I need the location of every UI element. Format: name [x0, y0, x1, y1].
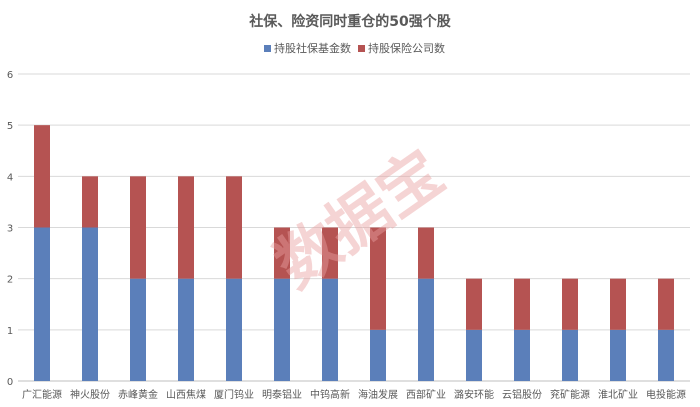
x-tick-label: 潞安环能: [454, 388, 494, 401]
bar-segment-series-2: [514, 278, 530, 330]
x-tick-label: 云铝股份: [502, 389, 542, 401]
bar-segment-series-2: [418, 227, 434, 279]
x-tick-label: 西部矿业: [406, 388, 446, 401]
bar-segment-series-1: [562, 329, 578, 381]
bar-segment-series-1: [322, 278, 338, 381]
x-tick-label: 山西焦煤: [166, 388, 206, 401]
bar-segment-series-2: [274, 227, 290, 279]
y-tick-label: 0: [7, 377, 13, 388]
bar-segment-series-2: [562, 278, 578, 330]
bar-segment-series-2: [226, 176, 242, 279]
bar-segment-series-1: [226, 278, 242, 381]
x-tick-label: 电投能源: [646, 388, 686, 401]
y-tick-label: 3: [7, 224, 13, 235]
bars: [34, 125, 674, 381]
x-axis-ticks: 广汇能源 神火股份 赤峰黄金 山西焦煤 厦门钨业 明泰铝业 中钨高新 海油发展 西部矿业 潞安环能…: [22, 388, 686, 401]
y-axis-ticks: 0 1 2 3 4 5 6: [7, 70, 13, 388]
bar-segment-series-2: [610, 278, 626, 330]
y-tick-label: 5: [7, 121, 13, 132]
x-tick-label: 广汇能源: [22, 388, 62, 401]
x-tick-label: 兖矿能源: [550, 388, 590, 401]
bar-segment-series-2: [322, 227, 338, 279]
bar-segment-series-1: [370, 329, 386, 381]
bar-segment-series-1: [466, 329, 482, 381]
y-tick-label: 4: [7, 172, 13, 183]
legend-label-series-2: 持股保险公司数: [368, 41, 445, 55]
x-tick-label: 厦门钨业: [214, 388, 254, 401]
bar-segment-series-2: [130, 176, 146, 279]
bar-segment-series-1: [130, 278, 146, 381]
legend-swatch-series-1: [264, 45, 271, 52]
bar-segment-series-1: [658, 329, 674, 381]
x-tick-label: 淮北矿业: [598, 388, 638, 401]
chart-title: 社保、险资同时重仓的50强个股: [248, 13, 451, 30]
legend-label-series-1: 持股社保基金数: [274, 41, 351, 55]
bar-segment-series-2: [82, 176, 98, 228]
bar-segment-series-1: [274, 278, 290, 381]
bar-segment-series-1: [34, 227, 50, 381]
bar-segment-series-1: [82, 227, 98, 381]
x-tick-label: 中钨高新: [310, 388, 350, 401]
x-tick-label: 神火股份: [70, 388, 110, 401]
x-tick-label: 海油发展: [358, 388, 398, 401]
bar-segment-series-1: [178, 278, 194, 381]
bar-segment-series-1: [418, 278, 434, 381]
legend-swatch-series-2: [358, 45, 365, 52]
bar-segment-series-2: [370, 227, 386, 330]
y-tick-label: 2: [7, 275, 13, 286]
x-tick-label: 赤峰黄金: [118, 388, 158, 401]
x-tick-label: 明泰铝业: [262, 388, 302, 401]
bar-segment-series-2: [178, 176, 194, 279]
bar-segment-series-1: [610, 329, 626, 381]
y-tick-label: 1: [7, 326, 13, 337]
y-tick-label: 6: [7, 70, 13, 81]
bar-segment-series-2: [34, 125, 50, 228]
bar-segment-series-2: [658, 278, 674, 330]
bar-segment-series-1: [514, 329, 530, 381]
bar-segment-series-2: [466, 278, 482, 330]
legend: 持股社保基金数 持股保险公司数: [264, 41, 445, 55]
